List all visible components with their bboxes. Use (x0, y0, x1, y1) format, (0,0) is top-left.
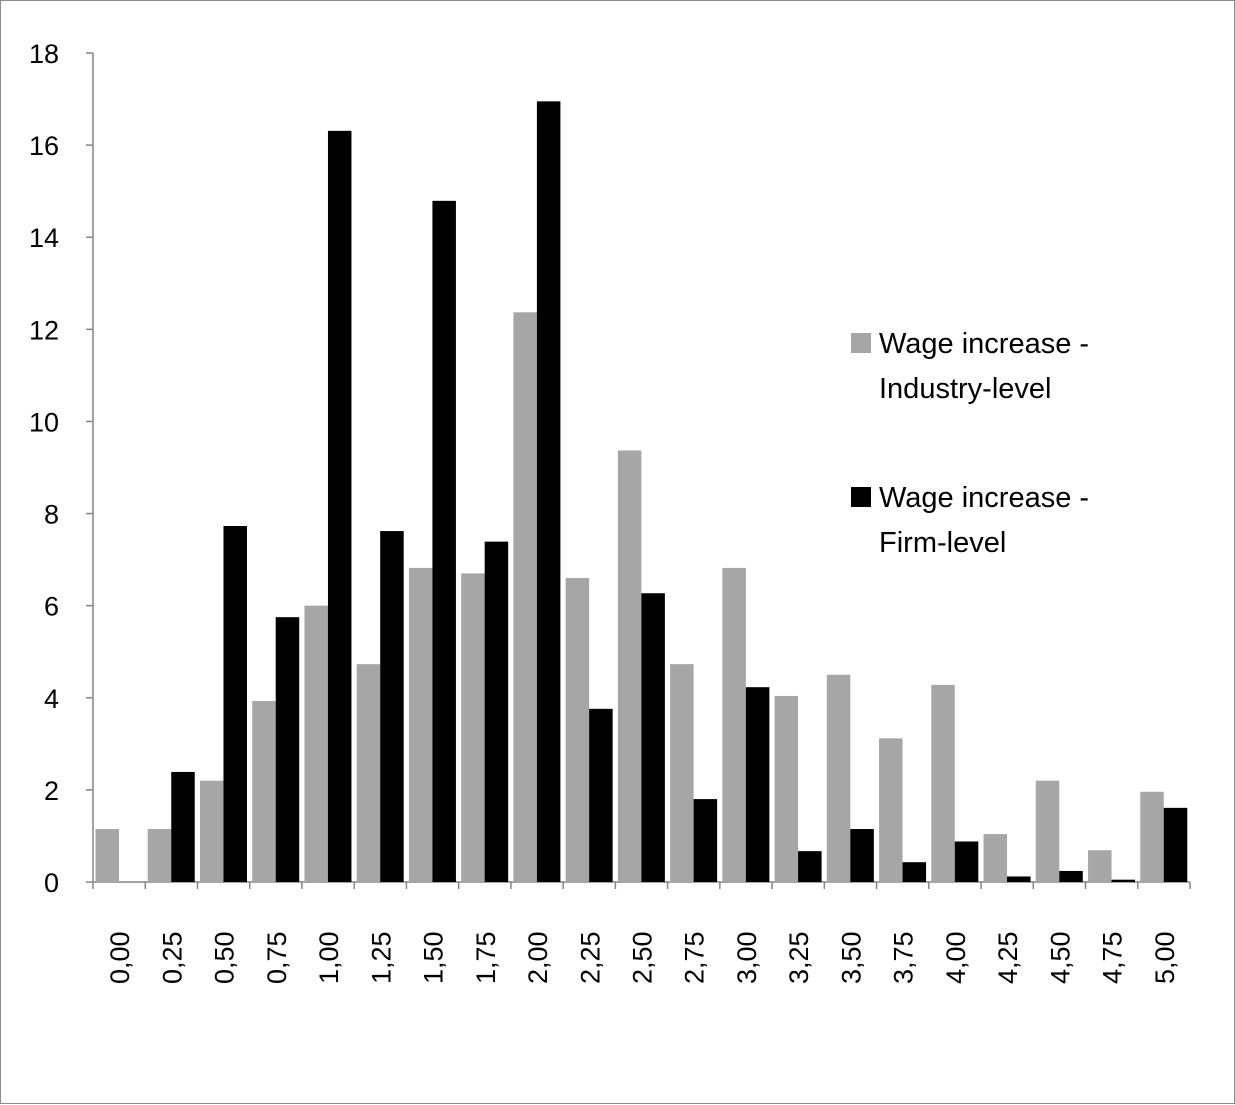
bar-firm (380, 531, 404, 882)
bar-firm (432, 200, 456, 883)
legend-label-firm-line2: Firm-level (879, 527, 1006, 559)
bar-industry (304, 605, 328, 882)
x-tick-label: 2,00 (523, 931, 553, 984)
bar-industry (1035, 780, 1060, 882)
bar-industry (1088, 850, 1112, 882)
bar-firm (484, 541, 509, 882)
bar-firm (693, 799, 718, 882)
y-tick-label: 12 (29, 315, 59, 345)
x-tick-label: 3,75 (889, 931, 919, 984)
bar-industry (95, 829, 119, 882)
bar-firm (171, 771, 195, 882)
x-tick-label: 4,50 (1045, 931, 1075, 984)
bar-firm (850, 829, 874, 882)
bar-firm (745, 687, 770, 882)
legend-label-firm-line1: Wage increase - (879, 482, 1089, 514)
bar-industry (199, 780, 224, 882)
bars-layer (95, 101, 1188, 883)
bar-firm (902, 862, 927, 882)
y-tick-label: 4 (44, 684, 59, 714)
bar-industry (670, 664, 694, 882)
y-tick-label: 18 (29, 39, 59, 69)
bar-industry (565, 578, 590, 882)
bar-firm (954, 841, 979, 882)
legend-label-industry-line2: Industry-level (879, 373, 1051, 405)
y-tick-label: 2 (44, 776, 59, 806)
bar-firm (641, 593, 665, 882)
y-tick-label: 10 (29, 407, 59, 437)
y-tick-label: 8 (44, 500, 59, 530)
bar-industry (513, 312, 537, 882)
bar-firm (536, 101, 561, 882)
bar-industry (722, 567, 746, 882)
x-tick-label: 2,25 (575, 931, 605, 984)
x-tick-label: 0,50 (210, 931, 240, 984)
x-tick-label: 1,00 (314, 931, 344, 984)
x-tick-label: 3,00 (732, 931, 762, 984)
bar-firm (589, 708, 613, 882)
bar-firm (1163, 807, 1188, 882)
bar-industry (879, 738, 903, 882)
bar-industry (1140, 791, 1164, 882)
bar-firm (1111, 879, 1136, 882)
x-tick-label: 1,50 (419, 931, 449, 984)
legend-swatch-firm (851, 487, 871, 507)
bar-industry (408, 567, 433, 882)
legend-swatch-industry (851, 333, 871, 353)
bar-firm (1059, 870, 1083, 882)
x-tick-label: 1,25 (366, 931, 396, 984)
y-tick-label: 6 (44, 592, 59, 622)
bar-industry (826, 674, 851, 882)
x-tick-label: 3,50 (836, 931, 866, 984)
bar-industry (356, 664, 381, 882)
y-tick-label: 0 (44, 868, 59, 898)
x-tick-label: 4,00 (941, 931, 971, 984)
x-tick-label: 3,25 (784, 931, 814, 984)
x-tick-label: 4,75 (1098, 931, 1128, 984)
x-tick-label: 4,25 (993, 931, 1023, 984)
legend-label-industry-line1: Wage increase - (879, 328, 1089, 360)
bar-industry (252, 701, 276, 882)
bar-firm (327, 130, 352, 883)
x-tick-label: 1,75 (471, 931, 501, 984)
y-tick-label: 16 (29, 131, 59, 161)
bar-industry (931, 684, 955, 882)
tick-labels-layer: 0 2 4 6 8 10 12 14 16 18 0,00 0,25 0,50 0,75 1,00 1,25 1… (29, 39, 1180, 984)
x-tick-label: 2,50 (628, 931, 658, 984)
bar-industry (774, 695, 799, 882)
bar-firm (275, 617, 300, 882)
bar-industry (147, 829, 172, 882)
x-tick-label: 2,75 (680, 931, 710, 984)
bar-firm (1007, 876, 1031, 882)
legend: Wage increase - Industry-level Wage incr… (851, 328, 1089, 559)
bar-industry (461, 573, 485, 882)
x-tick-label: 0,25 (157, 931, 187, 984)
x-tick-label: 5,00 (1150, 931, 1180, 984)
x-tick-label: 0,00 (105, 931, 135, 984)
x-tick-label: 0,75 (262, 931, 292, 984)
bar-firm (223, 525, 247, 882)
bar-industry (983, 834, 1008, 882)
bar-firm (798, 851, 822, 882)
bar-industry (617, 450, 642, 882)
y-tick-label: 14 (29, 223, 59, 253)
